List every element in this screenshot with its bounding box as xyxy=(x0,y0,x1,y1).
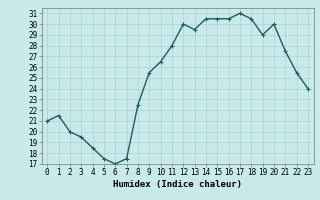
X-axis label: Humidex (Indice chaleur): Humidex (Indice chaleur) xyxy=(113,180,242,189)
